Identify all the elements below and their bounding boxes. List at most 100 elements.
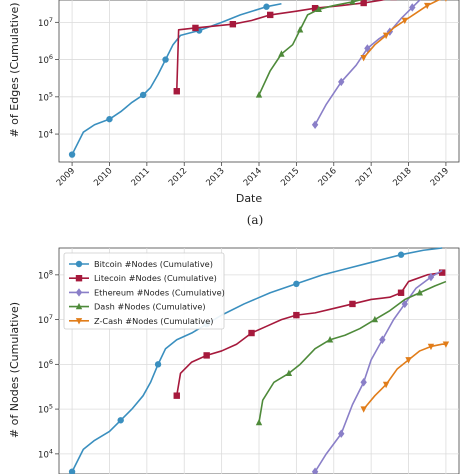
x-tick-label: 2010 [92,166,114,188]
data-point [444,0,447,2]
data-point [397,289,405,296]
y-tick-label: 107 [38,313,53,326]
data-point [117,417,124,424]
data-point [263,3,270,10]
data-point [139,91,147,99]
data-point [401,17,408,25]
data-point [311,467,319,474]
data-point [162,56,169,63]
data-point [293,311,300,319]
data-point [360,55,367,62]
x-tick-label: 2012 [167,166,189,188]
series-line [314,0,422,126]
series-line-1 [173,0,397,95]
legend-label: Bitcoin #Nodes (Cumulative) [94,259,213,269]
data-point [360,0,367,7]
data-point [405,357,412,364]
legend-box [63,252,225,330]
y-tick-label: 105 [38,90,53,103]
series-line-2 [255,0,364,98]
x-tick-label: 2019 [429,166,451,188]
data-point [349,0,356,5]
legend-label: Ethereum #Nodes (Cumulative) [94,287,225,297]
y-tick-label: 106 [38,53,53,66]
x-ticks-a: 2009 2010 2011 2012 2013 2014 2015 2016 2017 2018… [55,162,451,188]
legend: Bitcoin #Nodes (Cumulative) Litecoin #Nod… [63,252,225,330]
data-point [438,269,446,276]
data-point [173,88,180,95]
data-point [293,280,300,288]
legend-label: Litecoin #Nodes (Cumulative) [94,273,217,283]
data-point [382,381,390,389]
data-point [379,335,386,344]
y-tick-label: 107 [38,16,53,29]
data-point [267,11,274,19]
legend-label: Z-Cash #Nodes (Cumulative) [94,316,213,326]
data-point [192,24,199,32]
data-point [427,343,435,351]
data-point [326,336,334,343]
y-tick-label: 104 [38,447,53,460]
x-tick-label: 2009 [55,166,77,188]
data-point [360,378,367,387]
legend-item: Litecoin #Nodes (Cumulative) [69,273,217,283]
data-point [397,251,405,258]
legend-label: Dash #Nodes (Cumulative) [94,302,206,312]
x-tick-label: 2017 [354,166,376,188]
data-point [285,369,293,377]
y-axis-label-b: # of Nodes (Cumulative) [8,302,21,438]
legend-swatch-marker [75,288,83,297]
data-point [371,315,379,323]
series-line [258,280,447,423]
legend-swatch-marker [75,260,83,268]
y-tick-label: 106 [38,358,53,371]
series-line-4 [360,0,447,62]
y-tick-label: 105 [38,403,53,416]
series-line-0 [68,2,282,158]
y-axis-label-a: # of Edges (Cumulative) [8,2,21,137]
data-point [315,5,323,13]
data-point [296,26,304,33]
y-tick-label: 104 [38,128,53,141]
legend-swatch-marker [75,275,83,282]
data-point [382,32,390,40]
series-a [68,0,447,158]
legend-item: Ethereum #Nodes (Cumulative) [69,287,225,297]
x-tick-label: 2018 [391,166,413,188]
series-ethereum [311,269,443,474]
x-tick-label: 2013 [204,166,226,188]
panel-a: 104 105 106 107 2009 2010 2011 2012 2013 2014 201… [8,0,460,227]
data-point [338,429,345,438]
x-tick-label: 2016 [317,166,339,188]
x-axis-label-a: Date [236,192,263,205]
legend-swatch-marker [75,302,83,310]
series-b [68,247,450,474]
data-point [427,272,435,282]
series-litecoin [173,269,446,399]
y-tick-label: 108 [38,268,53,281]
x-tick-label: 2015 [279,166,301,188]
data-point [416,289,423,296]
data-point [255,418,263,426]
data-point [311,4,319,12]
data-point [68,151,76,158]
data-point [248,329,255,337]
data-point [203,352,210,359]
series-line [258,0,364,96]
data-point [68,468,76,474]
data-point [229,21,237,28]
series-z-cash [360,341,450,413]
y-ticks-a: 104 105 106 107 [38,16,59,141]
x-tick-label: 2011 [130,166,152,188]
legend-item: Bitcoin #Nodes (Cumulative) [69,259,213,269]
data-point [442,341,450,348]
data-point [349,300,356,308]
series-line [71,247,443,473]
data-point [106,115,113,123]
data-point [360,406,367,413]
legend-swatch-marker [75,318,83,325]
data-point [173,392,180,399]
series-dash [255,280,447,426]
